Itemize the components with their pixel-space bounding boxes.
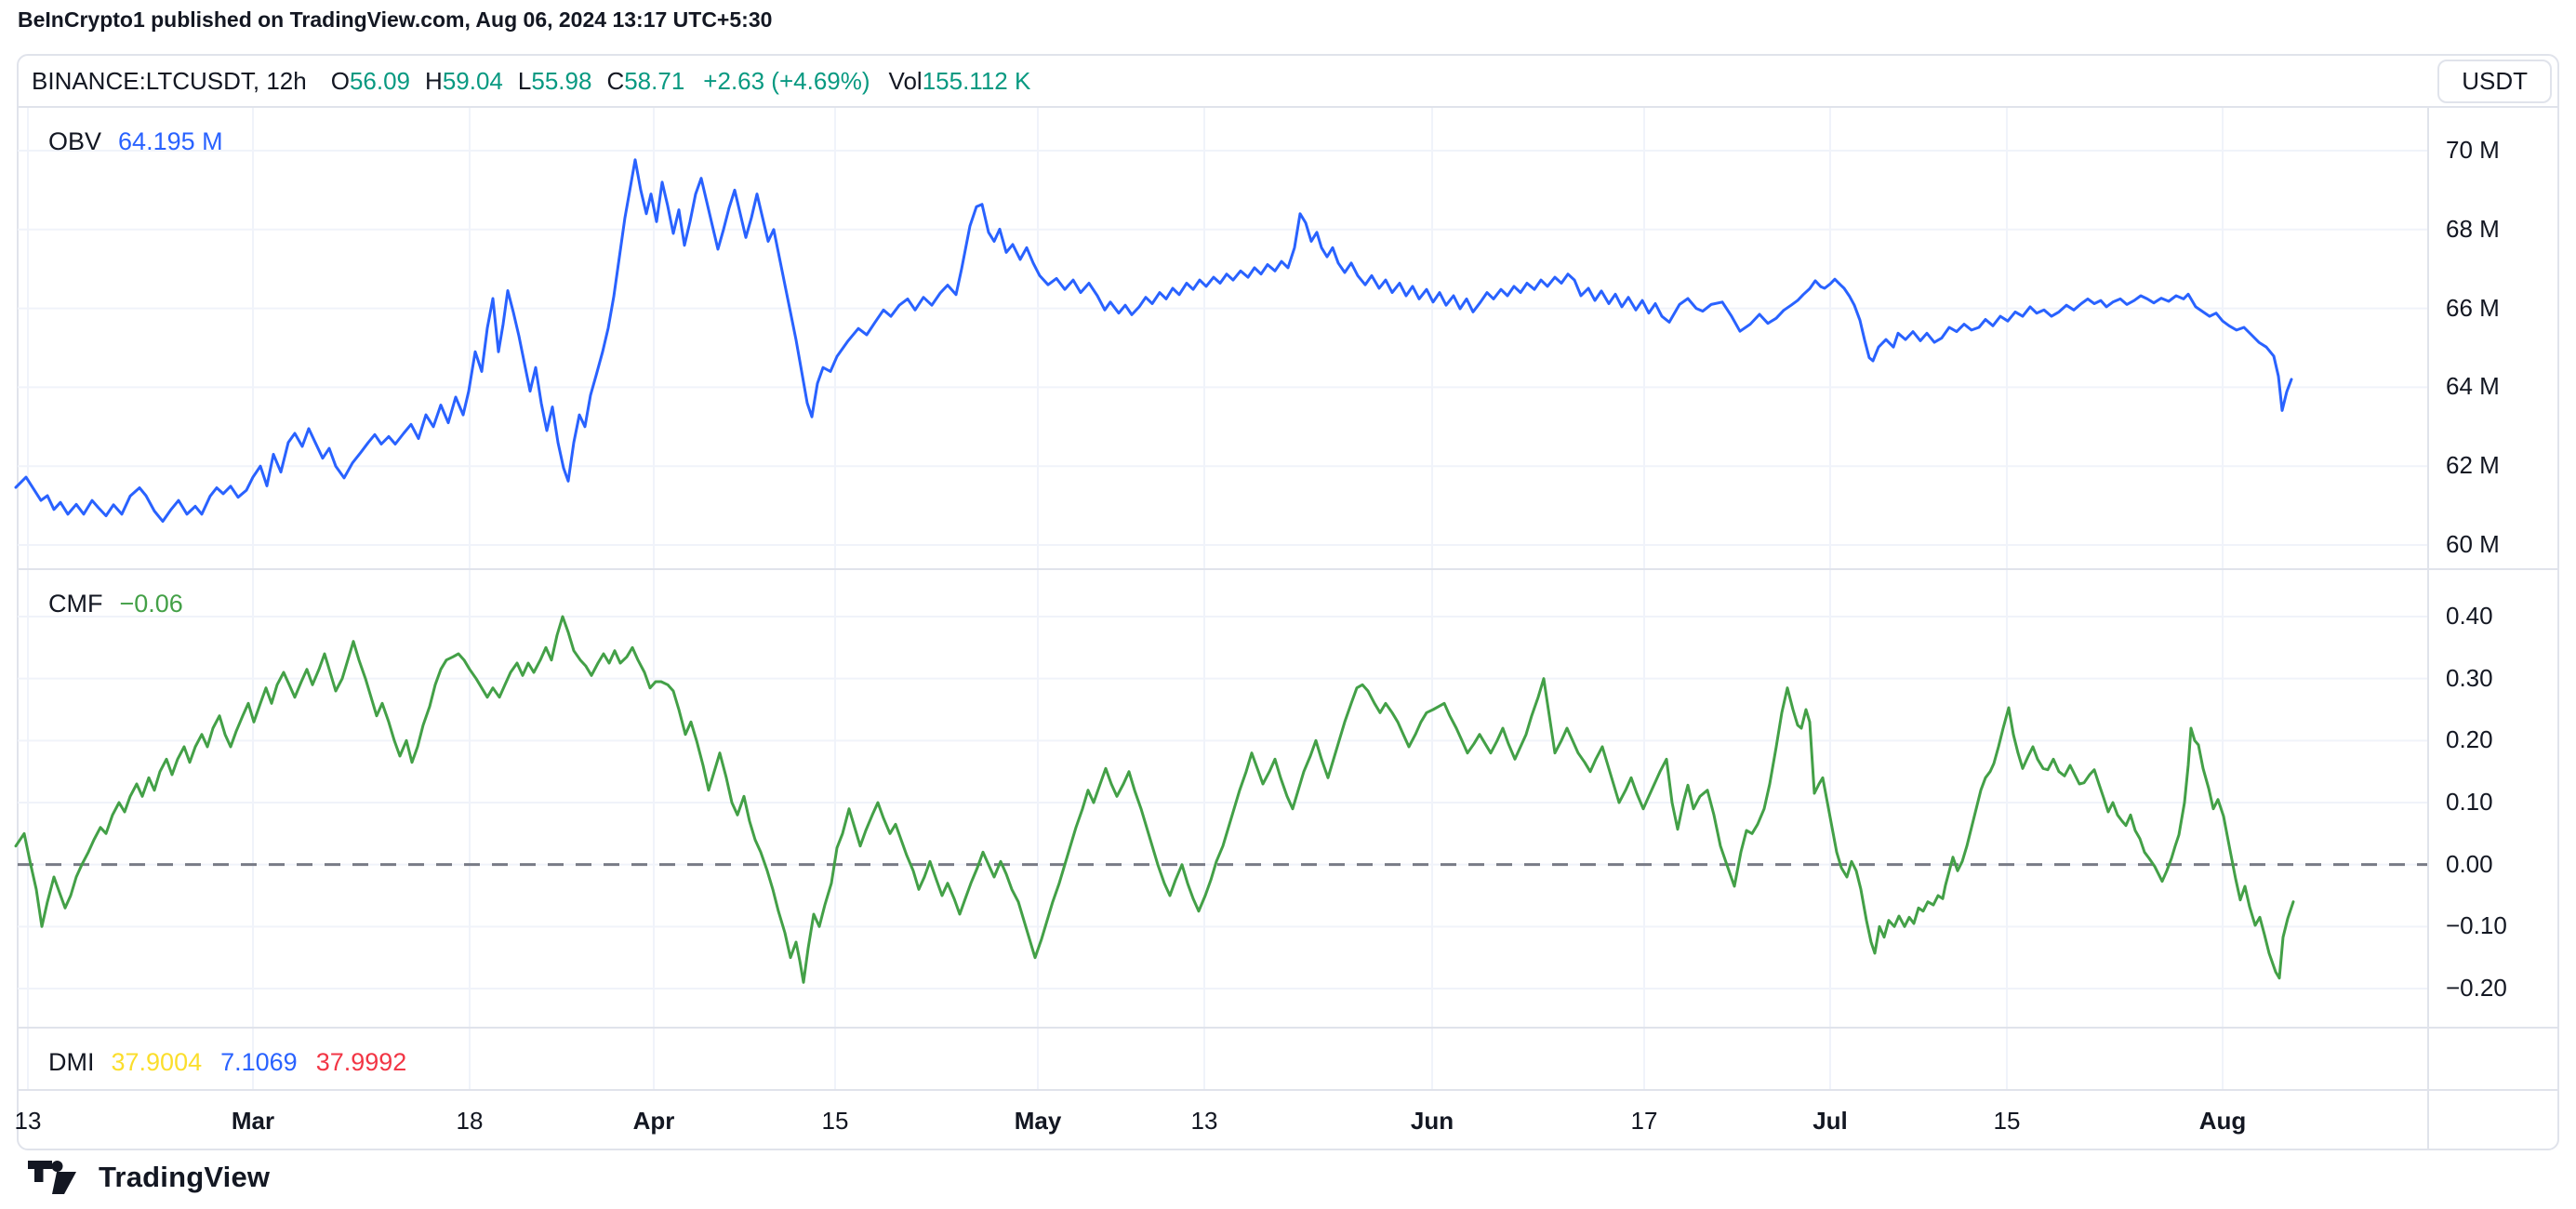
open-label: O: [330, 66, 350, 95]
obv-value: 64.195 M: [118, 127, 223, 155]
y-axis-label: 66 M: [2446, 293, 2500, 322]
y-axis-label: 0.30: [2446, 663, 2493, 692]
cmf-value: −0.06: [119, 590, 183, 618]
footer[interactable]: TradingView: [28, 1161, 270, 1194]
x-axis-label: May: [1014, 1107, 1062, 1135]
dmi-label: DMI: [48, 1048, 95, 1076]
symbol-name: BINANCE:LTCUSDT, 12h: [32, 66, 307, 95]
obv-label: OBV: [48, 127, 102, 155]
x-axis-label: Apr: [632, 1107, 675, 1135]
y-axis-label: 70 M: [2446, 136, 2500, 164]
cmf-pane-legend: CMF −0.06: [48, 590, 183, 618]
dmi-minus-di-value: 37.9992: [315, 1048, 407, 1076]
x-axis-label: Jun: [1410, 1107, 1454, 1135]
y-axis-label: 60 M: [2446, 530, 2500, 558]
x-axis-label: 18: [456, 1107, 484, 1135]
x-axis-label: 15: [1993, 1107, 2021, 1135]
tradingview-wordmark[interactable]: TradingView: [99, 1161, 271, 1193]
dmi-pane-legend: DMI 37.9004 7.1069 37.9992: [48, 1048, 406, 1077]
y-axis-label: 0.10: [2446, 788, 2493, 816]
dmi-plus-di-value: 7.1069: [220, 1048, 298, 1076]
x-axis-label: Mar: [231, 1107, 275, 1135]
low-label: L: [517, 66, 532, 95]
x-axis-label: Aug: [2198, 1107, 2247, 1135]
y-axis-label: 0.40: [2446, 602, 2493, 630]
cmf-label: CMF: [48, 590, 103, 618]
y-axis-label: −0.10: [2446, 911, 2507, 940]
high-label: H: [425, 66, 443, 95]
publisher-line: BeInCrypto1 published on TradingView.com…: [18, 7, 773, 32]
x-axis-label: 13: [14, 1107, 42, 1135]
x-axis-label: Jul: [1812, 1107, 1848, 1135]
volume-label: Vol: [888, 66, 923, 95]
y-axis-label: −0.20: [2446, 974, 2507, 1002]
currency-toggle-button[interactable]: USDT: [2437, 60, 2552, 103]
y-axis-label: 64 M: [2446, 372, 2500, 401]
x-axis-label: 15: [821, 1107, 849, 1135]
chart-panel: [17, 54, 2559, 1150]
x-axis-label: 17: [1630, 1107, 1658, 1135]
low-value: 55.98: [531, 66, 592, 95]
close-value: 58.71: [624, 66, 685, 95]
obv-pane-legend: OBV 64.195 M: [48, 127, 223, 156]
y-axis-label: 0.00: [2446, 849, 2493, 878]
open-value: 56.09: [349, 66, 411, 95]
change-value: +2.63 (+4.69%): [703, 66, 870, 95]
y-axis-label: 68 M: [2446, 214, 2500, 243]
close-label: C: [606, 66, 625, 95]
y-axis-label: 62 M: [2446, 451, 2500, 480]
x-axis-label: 13: [1190, 1107, 1218, 1135]
high-value: 59.04: [442, 66, 503, 95]
symbol-bar: BINANCE:LTCUSDT, 12h O 56.09 H 59.04 L 5…: [18, 55, 2558, 107]
dmi-adx-value: 37.9004: [111, 1048, 203, 1076]
volume-value: 155.112 K: [922, 66, 1031, 95]
tradingview-logo-icon[interactable]: [28, 1161, 86, 1194]
y-axis-label: 0.20: [2446, 725, 2493, 754]
